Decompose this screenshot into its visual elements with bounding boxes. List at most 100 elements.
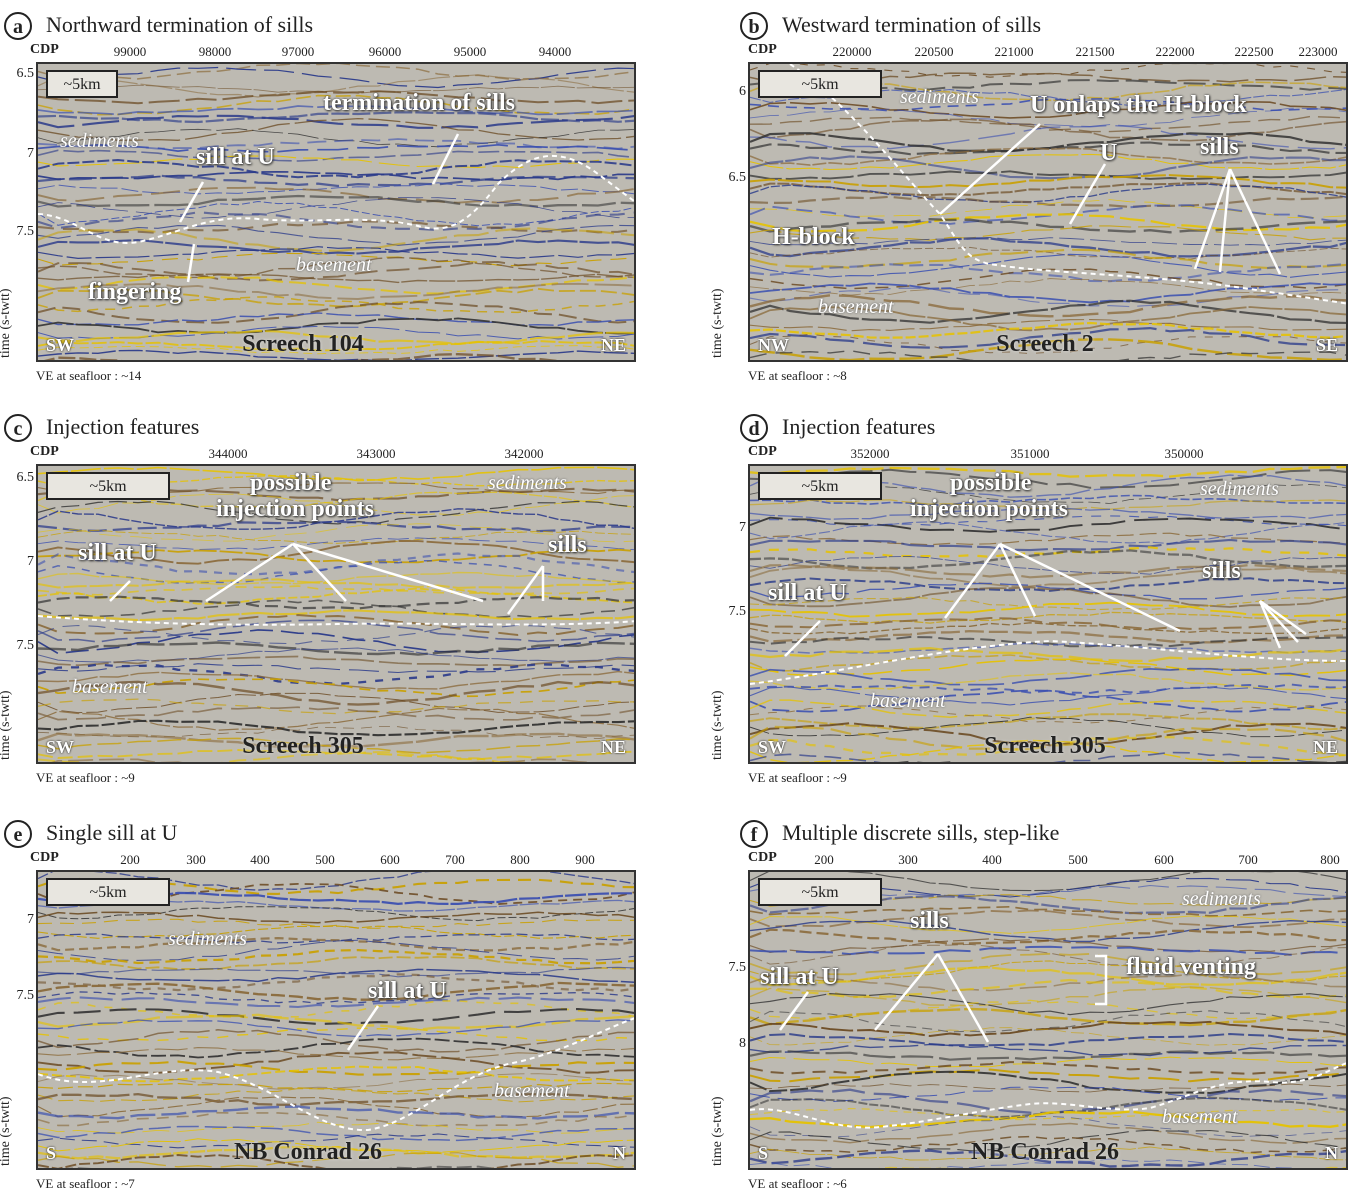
y-tick: 7 — [27, 146, 34, 161]
seismic-reflector — [38, 114, 634, 129]
panel-c: c Injection features CDP 344000 343000 3… — [0, 410, 640, 795]
x-tick: 400 — [250, 852, 270, 867]
panel-header: b Westward termination of sills — [712, 8, 1351, 40]
scale-bar: ~5km — [758, 878, 882, 906]
seismic-reflector — [38, 918, 634, 929]
panel-header: c Injection features — [0, 410, 640, 442]
x-tick: 500 — [315, 852, 335, 867]
direction-right: NE — [600, 335, 626, 355]
y-tick: 6.5 — [16, 470, 35, 485]
seismic-reflector — [38, 641, 634, 656]
seismic-reflector — [38, 732, 634, 748]
seismic-reflector — [750, 909, 1346, 929]
x-tick: 350000 — [1164, 446, 1204, 461]
seismic-reflector — [750, 508, 1346, 520]
x-tick: 99000 — [113, 44, 147, 59]
x-tick: 400 — [982, 852, 1002, 867]
y-axis-label: time (s-twtt) — [0, 288, 13, 358]
x-tick: 98000 — [198, 44, 232, 59]
direction-left: SW — [758, 737, 787, 757]
panel-header: e Single sill at U — [0, 816, 640, 848]
y-axis-label: time (s-twtt) — [710, 690, 725, 760]
seismic-reflector — [38, 749, 634, 761]
seismic-reflector — [750, 938, 1346, 954]
seismic-reflector — [750, 1027, 1346, 1046]
seismic-reflector — [750, 349, 1346, 360]
seismic-reflector — [38, 973, 634, 993]
seismic-reflector — [38, 737, 634, 754]
direction-right: SE — [1315, 335, 1338, 355]
seismic-reflector — [750, 986, 1346, 1007]
seismic-reflector — [750, 735, 1346, 757]
seismic-reflector — [750, 1010, 1346, 1033]
seismic-reflector — [750, 306, 1346, 332]
seismic-reflector — [750, 1158, 1296, 1168]
seismic-reflector — [38, 300, 634, 324]
y-tick: 8 — [739, 1036, 746, 1051]
seismic-reflector — [38, 74, 634, 98]
panel-f: f Multiple discrete sills, step-like CDP… — [710, 816, 1351, 1201]
seismic-reflector — [38, 955, 634, 971]
y-tick: 6.5 — [16, 66, 35, 81]
direction-left: NW — [758, 335, 789, 355]
x-tick: 221500 — [1075, 44, 1115, 59]
termination-label: termination of sills — [323, 90, 515, 116]
panel-title: Injection features — [782, 414, 936, 439]
onlap-label: U onlaps the H-block — [1030, 92, 1247, 118]
seismic-section: ~5km sediments basement possible injecti… — [748, 464, 1348, 764]
seismic-line-name: NB Conrad 26 — [233, 1139, 383, 1165]
fluid-venting-label: fluid venting — [1126, 954, 1257, 980]
sills-label: sills — [1200, 134, 1239, 160]
seismic-reflector — [38, 143, 634, 153]
seismic-reflector — [750, 952, 1346, 976]
sill-label: sill at U — [196, 144, 275, 170]
seismic-reflector — [750, 872, 1346, 892]
seismic-reflector — [38, 1154, 634, 1168]
seismic-reflector — [750, 1149, 1346, 1168]
seismic-reflector — [38, 282, 634, 300]
seismic-reflector — [38, 968, 634, 983]
seismic-reflector — [750, 928, 1346, 945]
seismic-reflector — [750, 992, 1346, 1016]
sills-label: sills — [1202, 558, 1241, 584]
seismic-reflector — [38, 252, 634, 267]
y-axis-label: time (s-twtt) — [0, 1096, 13, 1166]
direction-right: NE — [600, 737, 626, 757]
panel-header: d Injection features — [712, 410, 1351, 442]
seismic-reflector — [750, 683, 1346, 694]
seismic-reflector — [750, 686, 1346, 706]
seismic-line-name: Screech 305 — [984, 733, 1106, 759]
seismic-reflections — [38, 872, 634, 1168]
panel-title: Injection features — [46, 414, 200, 439]
basement-label: basement — [296, 254, 372, 276]
seismic-reflector — [750, 1115, 1346, 1138]
seismic-reflector — [38, 105, 634, 116]
x-tick: 900 — [575, 852, 595, 867]
seismic-reflector — [38, 936, 634, 952]
seismic-reflector — [38, 523, 634, 543]
seismic-reflector — [38, 726, 634, 740]
seismic-reflector — [750, 978, 1346, 999]
panel-header: f Multiple discrete sills, step-like — [712, 816, 1351, 848]
seismic-reflector — [38, 500, 634, 525]
x-tick: 351000 — [1010, 446, 1050, 461]
panel-letter: d — [740, 414, 768, 442]
fingering-label: fingering — [88, 279, 182, 305]
y-tick: 7 — [27, 912, 34, 927]
y-tick: 7 — [739, 520, 746, 535]
scale-bar: ~5km — [758, 472, 882, 500]
seismic-reflector — [38, 340, 634, 352]
seismic-reflector — [750, 319, 1346, 332]
y-axis-label: time (s-twtt) — [0, 690, 13, 760]
ve-note: VE at seafloor : ~14 — [36, 368, 142, 383]
seismic-reflector — [38, 329, 634, 345]
seismic-reflector — [38, 991, 634, 1005]
sediments-label: sediments — [488, 472, 567, 494]
seismic-line-name: NB Conrad 26 — [970, 1139, 1120, 1165]
ve-note: VE at seafloor : ~7 — [36, 1176, 135, 1191]
seismic-reflector — [750, 538, 1346, 552]
ve-note: VE at seafloor : ~8 — [748, 368, 847, 383]
seismic-reflector — [750, 915, 1346, 934]
basement-label: basement — [818, 296, 894, 318]
seismic-reflector — [750, 1050, 1346, 1061]
